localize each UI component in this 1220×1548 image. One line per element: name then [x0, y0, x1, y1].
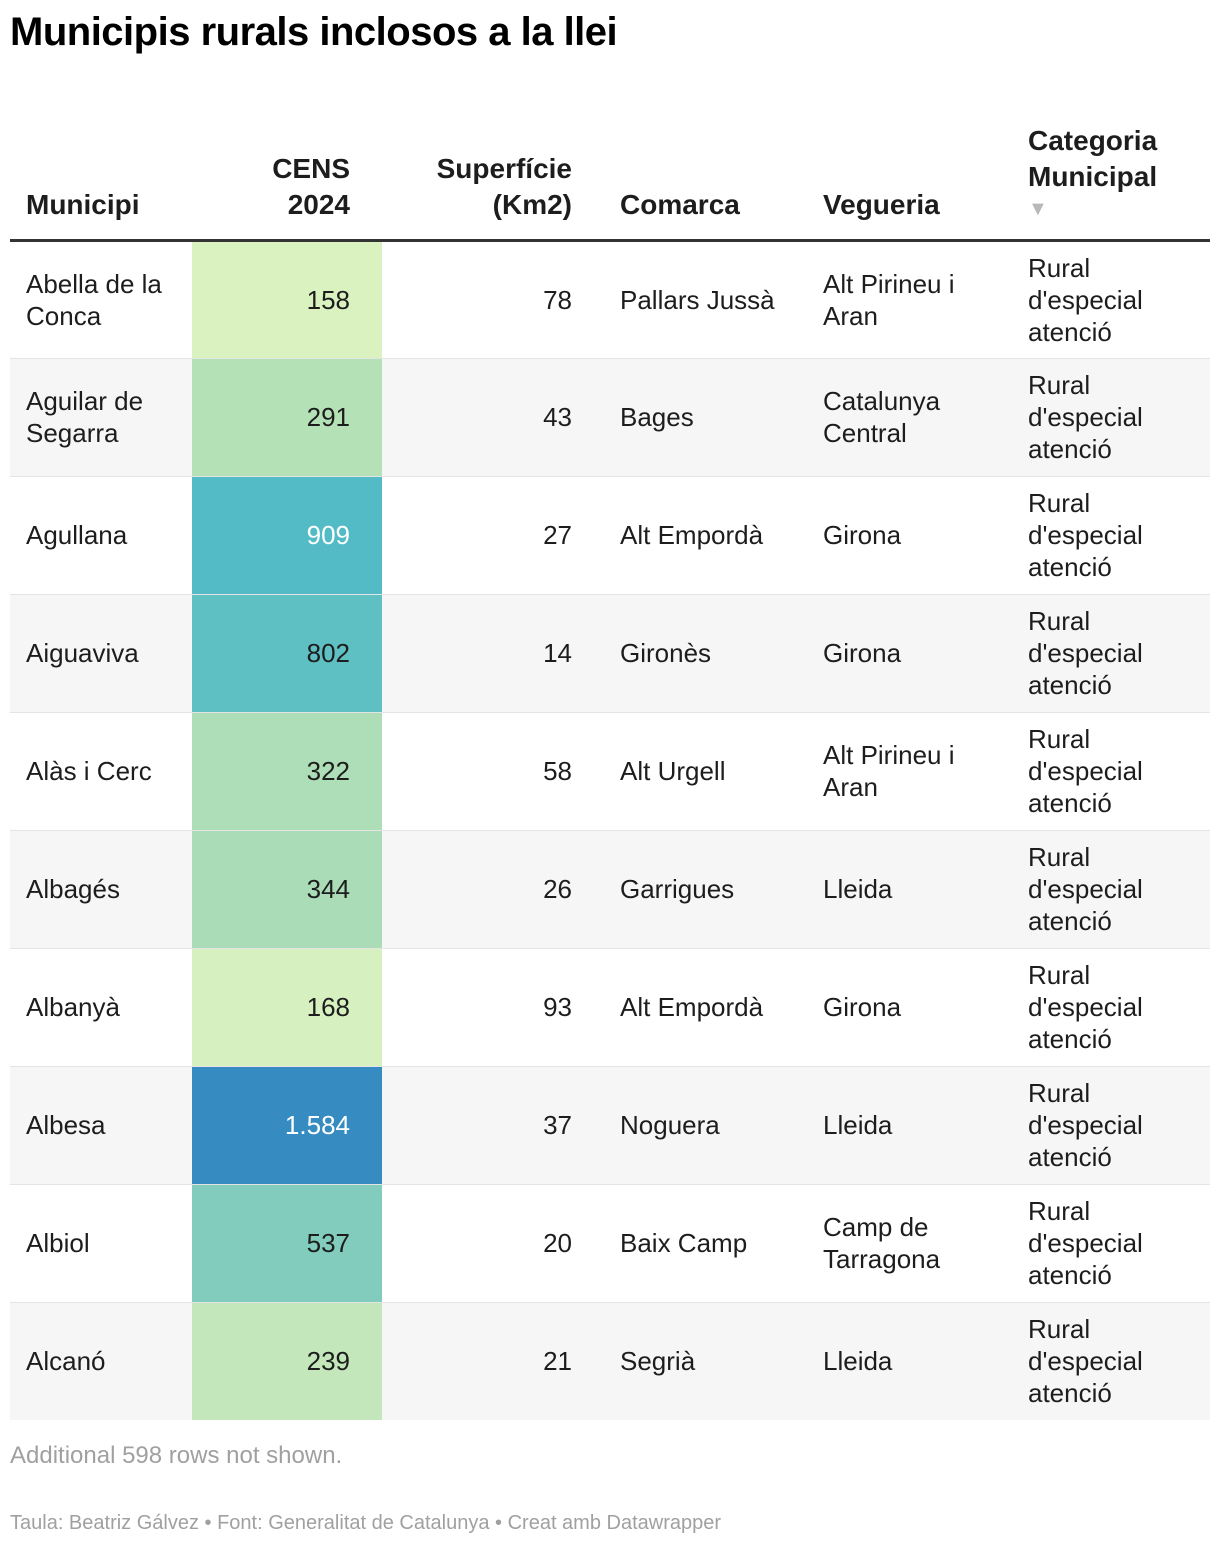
- cell-superficie: 14: [382, 594, 604, 713]
- cell-vegueria: Lleida: [807, 830, 1012, 949]
- cell-comarca: Segrià: [604, 1302, 807, 1420]
- cell-vegueria: Girona: [807, 594, 1012, 713]
- cell-superficie: 21: [382, 1302, 604, 1420]
- cell-comarca: Alt Urgell: [604, 712, 807, 831]
- cell-cens: 537: [192, 1184, 382, 1303]
- table-row: Albesa 1.584 37 Noguera Lleida Rural d'especi…: [10, 1066, 1210, 1185]
- sort-descending-icon[interactable]: ▼: [1028, 197, 1048, 220]
- cell-categoria: Rural d'especial atenció: [1012, 240, 1210, 359]
- cell-municipi: Albanyà: [10, 948, 192, 1067]
- cell-municipi: Aiguaviva: [10, 594, 192, 713]
- cell-cens: 344: [192, 830, 382, 949]
- cell-comarca: Baix Camp: [604, 1184, 807, 1303]
- table-row: Alàs i Cerc 322 58 Alt Urgell Alt Pirineu i …: [10, 712, 1210, 831]
- cell-municipi: Agullana: [10, 476, 192, 595]
- column-header-categoria[interactable]: Categoria Municipal ▼: [1012, 104, 1210, 242]
- cell-superficie: 58: [382, 712, 604, 831]
- table-header: Municipi CENS 2024 Superfície (Km2) Comarca…: [10, 104, 1210, 242]
- cell-superficie: 27: [382, 476, 604, 595]
- cell-vegueria: Catalunya Central: [807, 358, 1012, 477]
- table-row: Aguilar de Segarra 291 43 Bages Catalunya Ce…: [10, 358, 1210, 477]
- cell-categoria: Rural d'especial atenció: [1012, 1066, 1210, 1185]
- cell-cens: 168: [192, 948, 382, 1067]
- cell-categoria: Rural d'especial atenció: [1012, 358, 1210, 477]
- cell-vegueria: Girona: [807, 476, 1012, 595]
- cell-superficie: 93: [382, 948, 604, 1067]
- cell-municipi: Alcanó: [10, 1302, 192, 1420]
- cell-vegueria: Alt Pirineu i Aran: [807, 240, 1012, 359]
- table-row: Albagés 344 26 Garrigues Lleida Rural d'espec…: [10, 830, 1210, 949]
- column-header-label: Categoria Municipal: [1028, 124, 1158, 192]
- table-row: Abella de la Conca 158 78 Pallars Jussà Alt …: [10, 240, 1210, 359]
- cell-municipi: Albagés: [10, 830, 192, 949]
- cell-vegueria: Lleida: [807, 1302, 1012, 1420]
- column-header-label: Municipi: [26, 188, 140, 220]
- table-row: Aiguaviva 802 14 Gironès Girona Rural d'espec…: [10, 594, 1210, 713]
- cell-categoria: Rural d'especial atenció: [1012, 594, 1210, 713]
- cell-comarca: Pallars Jussà: [604, 240, 807, 359]
- header-row: Municipi CENS 2024 Superfície (Km2) Comarca…: [10, 104, 1210, 242]
- cell-vegueria: Alt Pirineu i Aran: [807, 712, 1012, 831]
- cell-comarca: Garrigues: [604, 830, 807, 949]
- cell-comarca: Bages: [604, 358, 807, 477]
- column-header-municipi[interactable]: Municipi: [10, 104, 192, 242]
- cell-municipi: Abella de la Conca: [10, 240, 192, 359]
- cell-comarca: Alt Empordà: [604, 476, 807, 595]
- table-body: Abella de la Conca 158 78 Pallars Jussà Alt …: [10, 240, 1210, 1420]
- cell-comarca: Gironès: [604, 594, 807, 713]
- cell-cens: 158: [192, 240, 382, 359]
- cell-comarca: Alt Empordà: [604, 948, 807, 1067]
- cell-categoria: Rural d'especial atenció: [1012, 1302, 1210, 1420]
- cell-cens: 909: [192, 476, 382, 595]
- cell-municipi: Albiol: [10, 1184, 192, 1303]
- cell-municipi: Albesa: [10, 1066, 192, 1185]
- column-header-label: Comarca: [620, 188, 740, 220]
- cell-municipi: Aguilar de Segarra: [10, 358, 192, 477]
- cell-cens: 802: [192, 594, 382, 713]
- cell-superficie: 43: [382, 358, 604, 477]
- column-header-label: CENS 2024: [272, 152, 350, 220]
- chart-title: Municipis rurals inclosos a la llei: [10, 10, 618, 54]
- column-header-label: Vegueria: [823, 188, 940, 220]
- rows-not-shown-note: Additional 598 rows not shown.: [10, 1442, 343, 1469]
- cell-vegueria: Lleida: [807, 1066, 1012, 1185]
- table-row: Albiol 537 20 Baix Camp Camp de Tarragona Rur…: [10, 1184, 1210, 1303]
- table-row: Agullana 909 27 Alt Empordà Girona Rural d'es…: [10, 476, 1210, 595]
- cell-superficie: 20: [382, 1184, 604, 1303]
- column-header-comarca[interactable]: Comarca: [604, 104, 807, 242]
- cell-vegueria: Girona: [807, 948, 1012, 1067]
- cell-superficie: 26: [382, 830, 604, 949]
- table-row: Albanyà 168 93 Alt Empordà Girona Rural d'esp…: [10, 948, 1210, 1067]
- data-table: Municipi CENS 2024 Superfície (Km2) Comarca…: [10, 104, 1210, 1420]
- cell-categoria: Rural d'especial atenció: [1012, 476, 1210, 595]
- cell-vegueria: Camp de Tarragona: [807, 1184, 1012, 1303]
- cell-cens: 291: [192, 358, 382, 477]
- cell-categoria: Rural d'especial atenció: [1012, 712, 1210, 831]
- cell-superficie: 78: [382, 240, 604, 359]
- column-header-cens[interactable]: CENS 2024: [192, 104, 382, 242]
- column-header-superficie[interactable]: Superfície (Km2): [382, 104, 604, 242]
- cell-comarca: Noguera: [604, 1066, 807, 1185]
- column-header-vegueria[interactable]: Vegueria: [807, 104, 1012, 242]
- cell-municipi: Alàs i Cerc: [10, 712, 192, 831]
- cell-categoria: Rural d'especial atenció: [1012, 1184, 1210, 1303]
- cell-categoria: Rural d'especial atenció: [1012, 948, 1210, 1067]
- cell-cens: 1.584: [192, 1066, 382, 1185]
- cell-superficie: 37: [382, 1066, 604, 1185]
- source-footer: Taula: Beatriz Gálvez • Font: Generalita…: [10, 1512, 722, 1534]
- cell-cens: 239: [192, 1302, 382, 1420]
- table-row: Alcanó 239 21 Segrià Lleida Rural d'especial …: [10, 1302, 1210, 1420]
- column-header-label: Superfície (Km2): [436, 152, 572, 220]
- cell-cens: 322: [192, 712, 382, 831]
- cell-categoria: Rural d'especial atenció: [1012, 830, 1210, 949]
